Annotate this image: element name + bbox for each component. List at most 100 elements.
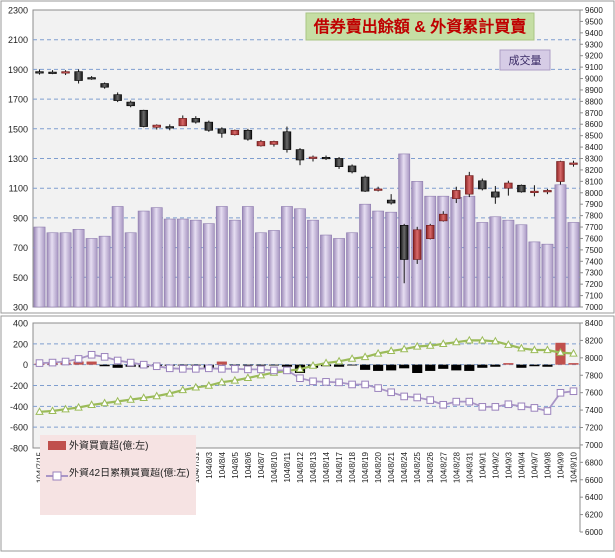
x-tick-label: 104/9/2: [491, 451, 500, 478]
cumulative-marker: [139, 360, 148, 369]
index-marker: [35, 407, 44, 415]
candle-down: [74, 71, 83, 81]
candle-up: [452, 190, 461, 199]
volume-bar: [476, 222, 489, 308]
net-buy-bar: [399, 364, 410, 369]
top-left-tick-label: 500: [13, 273, 28, 283]
index-marker: [360, 352, 370, 361]
cumulative-marker: [218, 365, 226, 373]
cumulative-marker: [361, 380, 369, 389]
top-left-tick-label: 1700: [8, 95, 28, 105]
top-left-tick-label: 1900: [8, 65, 28, 75]
cumulative-marker: [205, 364, 213, 373]
volume-bar: [268, 230, 280, 308]
top-right-tick-label: 7100: [585, 292, 603, 301]
net-buy-bar: [268, 364, 280, 366]
cumulative-marker: [530, 404, 539, 412]
net-buy-bar: [386, 364, 397, 371]
net-buy-bar: [464, 364, 475, 371]
cumulative-marker: [322, 378, 330, 386]
x-tick-label: 104/8/4: [218, 451, 227, 478]
volume-bar: [228, 219, 241, 308]
volume-bar: [98, 235, 111, 308]
bottom-left-tick-label: -800: [10, 444, 28, 454]
index-marker: [204, 381, 214, 389]
net-buy-bar: [412, 364, 423, 373]
index-marker: [48, 406, 57, 415]
candle-down: [87, 77, 96, 80]
cumulative-marker: [504, 400, 513, 409]
cumulative-marker: [569, 387, 578, 396]
legend-label-net-buy: 外資買賣超(億:左): [69, 439, 148, 452]
index-marker: [530, 345, 539, 354]
cumulative-marker: [374, 384, 382, 392]
candle-down: [491, 191, 500, 198]
index-marker: [321, 358, 331, 367]
candle-down: [478, 180, 487, 190]
candle-down: [191, 118, 201, 123]
candle-down: [360, 176, 370, 192]
volume-bar: [281, 206, 293, 308]
bottom-right-tick-label: 7000: [585, 441, 603, 450]
cumulative-marker: [413, 393, 422, 402]
volume-label: 成交量: [509, 53, 542, 67]
net-buy-bar: [490, 364, 501, 367]
volume-bar: [385, 211, 398, 308]
x-tick-label: 104/8/20: [374, 451, 383, 483]
legend-marker-cumulative: [52, 471, 62, 481]
candle-down: [282, 131, 292, 150]
x-tick-label: 104/8/11: [283, 451, 292, 482]
top-right-tick-label: 7900: [585, 200, 603, 209]
volume-bar: [163, 218, 176, 308]
index-marker: [334, 356, 344, 365]
candle-down: [334, 158, 344, 167]
volume-bar: [189, 219, 202, 308]
index-marker: [569, 348, 578, 357]
cumulative-marker: [309, 377, 317, 386]
index-marker: [347, 354, 357, 362]
net-buy-bar: [242, 364, 253, 366]
candle-up: [269, 141, 279, 145]
cumulative-marker: [152, 362, 161, 371]
net-buy-bar: [360, 364, 371, 370]
x-tick-label: 104/7/31: [192, 451, 201, 483]
bottom-left-tick-label: 400: [13, 319, 28, 329]
x-tick-label: 104/9/8: [543, 451, 552, 478]
top-right-tick-label: 9400: [585, 29, 603, 38]
volume-bar: [437, 195, 450, 308]
candle-down: [113, 94, 122, 101]
top-right-tick-label: 8700: [585, 109, 603, 118]
volume-bar: [111, 206, 124, 308]
cumulative-marker: [348, 380, 356, 389]
index-marker: [465, 335, 474, 344]
index-marker: [556, 347, 565, 356]
x-tick-label: 104/8/14: [322, 451, 331, 483]
top-right-tick-label: 8900: [585, 86, 603, 95]
cumulative-marker: [100, 353, 109, 361]
volume-bar: [241, 206, 254, 308]
cumulative-marker: [191, 365, 200, 373]
net-buy-bar: [112, 364, 123, 368]
top-right-tick-label: 8200: [585, 166, 603, 175]
volume-bar: [59, 232, 72, 308]
volume-bar: [359, 203, 372, 308]
top-right-tick-label: 9600: [585, 6, 603, 15]
x-tick-label: 104/8/19: [361, 451, 370, 483]
volume-bar: [150, 207, 163, 308]
cumulative-marker: [257, 365, 265, 374]
x-tick-label: 104/9/1: [478, 451, 487, 478]
cumulative-marker: [283, 366, 291, 375]
x-tick-label: 104/8/25: [413, 451, 422, 483]
index-marker: [230, 375, 240, 384]
top-right-tick-label: 8500: [585, 132, 603, 141]
x-tick-label: 104/8/5: [231, 451, 240, 478]
net-buy-bar: [347, 364, 358, 366]
candle-up: [426, 225, 435, 239]
net-buy-bar: [255, 364, 266, 366]
index-marker: [425, 341, 435, 349]
candle-down: [165, 126, 174, 129]
net-buy-bar: [516, 364, 527, 368]
index-marker: [191, 382, 201, 391]
